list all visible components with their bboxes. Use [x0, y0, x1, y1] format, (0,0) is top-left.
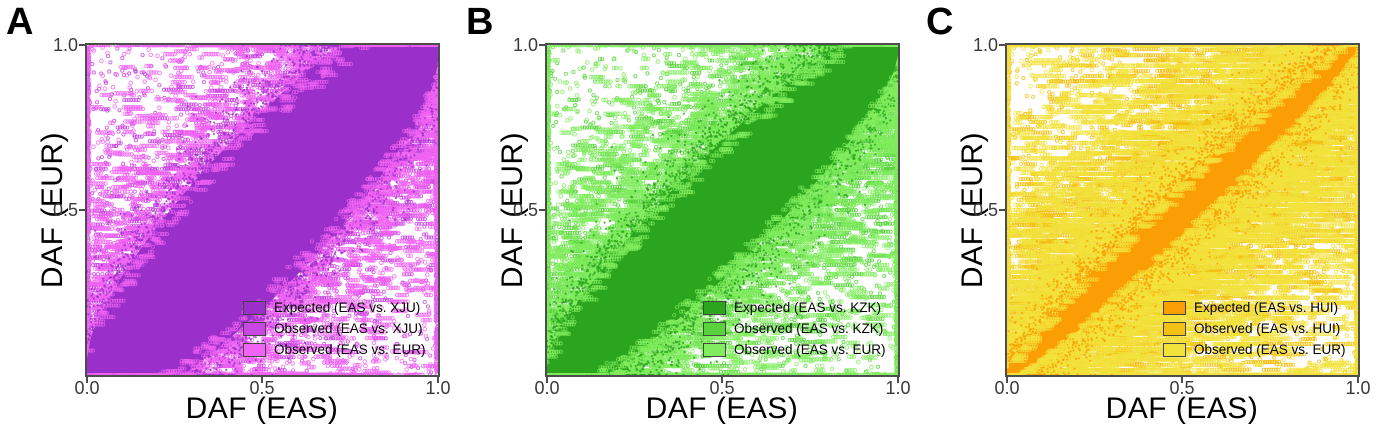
x-tick-label: 1.0	[1345, 378, 1371, 398]
legend-label: Observed (EAS vs. XJU)	[274, 321, 423, 336]
y-tick-mark	[999, 209, 1006, 211]
x-axis-label: DAF (EAS)	[185, 392, 339, 425]
x-tick-label: 0.0	[994, 378, 1020, 398]
x-tick-mark	[261, 376, 263, 383]
legend-swatch-observed	[703, 321, 726, 336]
y-tick-label: 0.5	[972, 200, 998, 220]
legend: Expected (EAS vs. HUI) Observed (EAS vs.…	[1163, 300, 1346, 363]
x-tick-mark	[1357, 376, 1359, 383]
legend-item: Observed (EAS vs. KZK)	[703, 321, 886, 336]
legend-label: Observed (EAS vs. KZK)	[734, 321, 884, 336]
legend-item: Expected (EAS vs. HUI)	[1163, 300, 1346, 315]
y-tick-label: 1.0	[972, 35, 998, 55]
y-tick-mark	[539, 44, 546, 46]
x-axis-label: DAF (EAS)	[1105, 392, 1259, 425]
panel-letter: B	[466, 1, 494, 43]
x-tick-label: 0.5	[249, 378, 275, 398]
legend-swatch-expected	[703, 300, 726, 315]
scatter-canvas	[547, 45, 898, 375]
y-tick-label: 0.5	[52, 200, 78, 220]
legend-item: Observed (EAS vs. XJU)	[243, 321, 426, 336]
x-tick-label: 0.5	[709, 378, 735, 398]
legend: Expected (EAS vs. XJU) Observed (EAS vs.…	[243, 300, 426, 363]
panel-letter: C	[926, 1, 954, 43]
legend-item: Observed (EAS vs. EUR)	[1163, 342, 1346, 357]
y-tick-label: 0.5	[512, 200, 538, 220]
panel-c: C DAF (EUR) 1.0 0.5 Expected (EAS vs. HU…	[920, 0, 1379, 445]
legend-label: Observed (EAS vs. EUR)	[274, 342, 426, 357]
legend-item: Expected (EAS vs. XJU)	[243, 300, 426, 315]
legend-label: Observed (EAS vs. EUR)	[734, 342, 886, 357]
x-tick-mark	[721, 376, 723, 383]
x-tick-mark	[86, 376, 88, 383]
legend-item: Observed (EAS vs. EUR)	[703, 342, 886, 357]
plot-area: Expected (EAS vs. KZK) Observed (EAS vs.…	[545, 43, 900, 377]
plot-area: Expected (EAS vs. XJU) Observed (EAS vs.…	[85, 43, 440, 377]
x-tick-label: 1.0	[425, 378, 451, 398]
legend-swatch-expected	[1163, 300, 1186, 315]
y-tick-mark	[79, 44, 86, 46]
legend-label: Expected (EAS vs. XJU)	[274, 300, 421, 315]
x-tick-mark	[546, 376, 548, 383]
legend-item: Observed (EAS vs. HUI)	[1163, 321, 1346, 336]
x-tick-label: 0.5	[1169, 378, 1195, 398]
legend-item: Expected (EAS vs. KZK)	[703, 300, 886, 315]
legend-item: Observed (EAS vs. EUR)	[243, 342, 426, 357]
panel-b: B DAF (EUR) 1.0 0.5 Expected (EAS vs. KZ…	[460, 0, 919, 445]
scatter-canvas	[1007, 45, 1358, 375]
y-tick-label: 1.0	[512, 35, 538, 55]
legend-label: Observed (EAS vs. HUI)	[1194, 321, 1341, 336]
legend-swatch-observed-eur	[1163, 342, 1186, 357]
x-tick-label: 1.0	[885, 378, 911, 398]
scatter-canvas	[87, 45, 438, 375]
legend-label: Expected (EAS vs. HUI)	[1194, 300, 1339, 315]
x-tick-mark	[1181, 376, 1183, 383]
x-tick-mark	[437, 376, 439, 383]
legend: Expected (EAS vs. KZK) Observed (EAS vs.…	[703, 300, 886, 363]
legend-swatch-observed	[1163, 321, 1186, 336]
panel-letter: A	[6, 1, 34, 43]
x-axis-label: DAF (EAS)	[645, 392, 799, 425]
y-tick-mark	[539, 209, 546, 211]
legend-swatch-observed	[243, 321, 266, 336]
legend-swatch-expected	[243, 300, 266, 315]
y-tick-label: 1.0	[52, 35, 78, 55]
legend-label: Expected (EAS vs. KZK)	[734, 300, 882, 315]
y-tick-mark	[999, 44, 1006, 46]
x-tick-label: 0.0	[534, 378, 560, 398]
plot-area: Expected (EAS vs. HUI) Observed (EAS vs.…	[1005, 43, 1360, 377]
x-tick-label: 0.0	[74, 378, 100, 398]
x-tick-mark	[897, 376, 899, 383]
legend-swatch-observed-eur	[243, 342, 266, 357]
legend-swatch-observed-eur	[703, 342, 726, 357]
x-tick-mark	[1006, 376, 1008, 383]
legend-label: Observed (EAS vs. EUR)	[1194, 342, 1346, 357]
y-tick-mark	[79, 209, 86, 211]
panel-a: A DAF (EUR) 1.0 0.5 Expected (EAS vs. XJ…	[0, 0, 459, 445]
